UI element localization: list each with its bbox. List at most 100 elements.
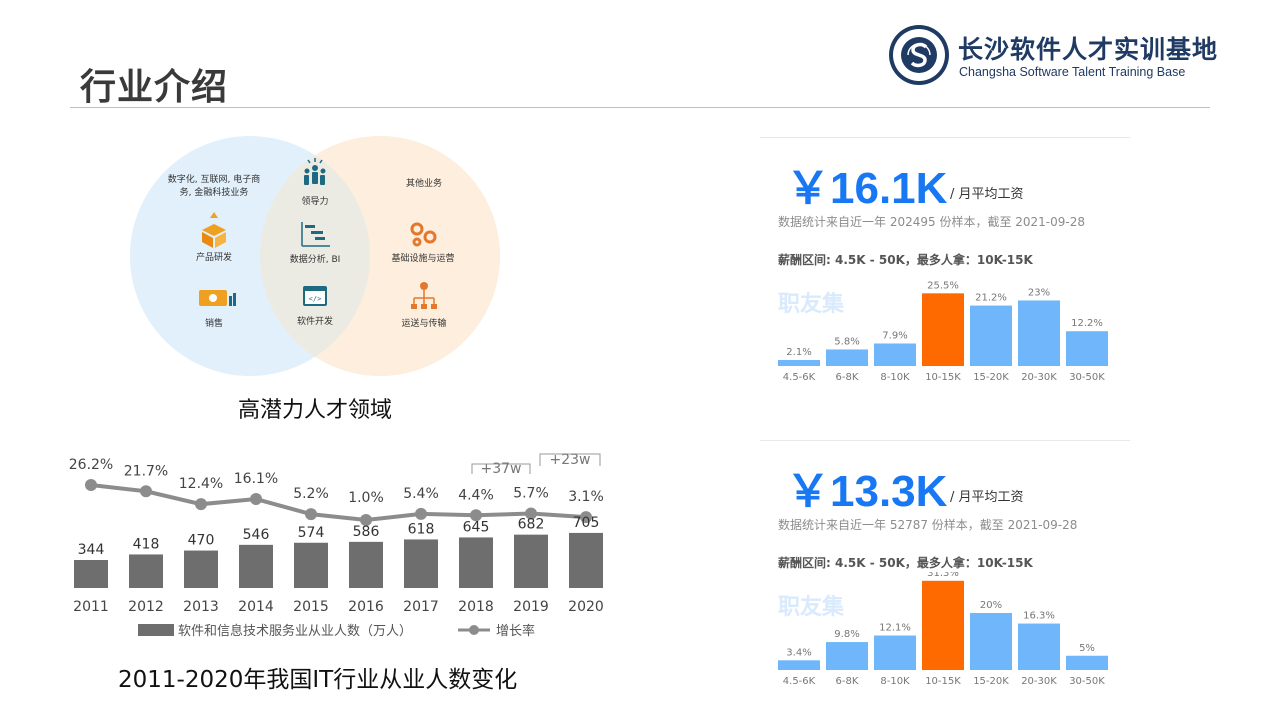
it-bar [129,554,163,588]
salary-bar-label: 5.8% [834,336,859,347]
salary-bar [874,343,916,366]
it-bar-label: 645 [463,519,490,535]
cash-icon [199,290,236,306]
it-bar [459,537,493,588]
panel-divider [760,440,1130,441]
salary-bar-label: 3.4% [786,647,811,658]
panel-divider [760,137,1130,138]
it-bar-label: 344 [78,542,105,558]
salary-bar-label: 20% [980,600,1002,611]
talent-venn-diagram: 数字化, 互联网, 电子商 务, 金融科技业务 其他业务 产品研发 销售 领导力… [130,136,500,376]
it-bar [404,539,438,588]
salary-amount: ￥13.3K [786,467,948,516]
page-title: 行业介绍 [80,67,229,108]
salary-bar-label: 31.3% [927,572,959,579]
salary-bar-label: 2.1% [786,347,811,358]
code-window-icon: </> [303,286,327,306]
salary-distribution-chart: 3.4% 4.5-6K 9.8% 6-8K 12.1% 8-10K 31.3% 10-15K 2… [778,572,1108,687]
logo-name-en: Changsha Software Talent Training Base [959,65,1186,79]
salary-range-label: 4.5-6K [783,676,816,687]
salary-bar-label: 16.3% [1023,611,1055,622]
it-growth-point [580,511,592,524]
salary-bar-label: 23% [1028,287,1050,298]
salary-range-label: 8-10K [880,372,910,383]
gantt-icon [301,222,330,247]
it-growth-point [415,507,427,520]
it-year-label: 2016 [348,599,384,615]
salary-bar [970,305,1012,366]
it-bar [349,541,383,588]
it-bar [74,560,108,588]
it-rate-label: 4.4% [458,487,494,503]
watermark: 职友集 [778,292,845,317]
venn-item-leadership: 领导力 [301,195,328,207]
legend-bar-label: 软件和信息技术服务业从业人数（万人） [178,623,412,639]
salary-bar [874,635,916,670]
salary-bar [922,580,964,670]
salary-bar [826,642,868,670]
salary-range-label: 10-15K [925,676,961,687]
salary-bar [1018,623,1060,670]
it-bar [294,542,328,588]
venn-item-data-analysis: 数据分析, BI [290,253,341,265]
legend-bar-swatch [138,624,174,636]
it-year-label: 2020 [568,599,604,615]
sample-note: 数据统计来自近一年 52787 份样本，截至 2021-09-28 [778,518,1078,532]
it-bar-label: 546 [243,527,270,543]
venn-left-title-line2: 务, 金融科技业务 [180,186,249,198]
salary-bar [970,613,1012,670]
salary-bar [778,360,820,366]
logo-emblem-icon [889,25,949,85]
it-year-label: 2018 [458,599,494,615]
box-arrows-icon [202,212,226,248]
it-growth-point [470,509,482,522]
salary-bar-label: 21.2% [975,293,1007,304]
logo-name-cn: 长沙软件人才实训基地 [958,35,1219,64]
team-icon [304,158,326,185]
it-rate-label: 26.2% [69,457,113,473]
it-growth-point [305,508,317,521]
salary-bar [1018,300,1060,366]
it-rate-label: 1.0% [348,490,384,506]
salary-bar-label: 5% [1079,643,1095,654]
annotation-37w: +37w [481,461,522,477]
watermark: 职友集 [778,595,845,620]
salary-bar [922,293,964,366]
sample-note: 数据统计来自近一年 202495 份样本，截至 2021-09-28 [778,215,1085,229]
it-rate-label: 12.4% [179,476,223,492]
salary-bar [1066,655,1108,670]
logo-emblem [888,24,950,90]
salary-range-label: 4.5-6K [783,372,816,383]
salary-range: 薪酬区间: 4.5K - 50K，最多人拿：10K-15K [778,556,1033,570]
it-year-label: 2013 [183,599,219,615]
network-icon [411,282,437,309]
salary-range-label: 30-50K [1069,372,1105,383]
it-bar-label: 705 [573,515,600,531]
it-year-label: 2011 [73,599,109,615]
it-rate-label: 3.1% [568,489,604,505]
it-rate-label: 5.7% [513,485,549,501]
it-growth-point [140,485,152,498]
salary-range: 薪酬区间: 4.5K - 50K，最多人拿：10K-15K [778,253,1033,267]
it-rate-label: 5.2% [293,486,329,502]
venn-item-infrastructure: 基础设施与运营 [391,252,454,264]
salary-bar [778,660,820,670]
salary-bar-label: 25.5% [927,280,959,291]
it-employment-chart: 344 2011 26.2% 418 2012 21.7% 470 2013 12.4% 546 2… [69,452,604,639]
venn-item-software-dev: 软件开发 [297,315,333,327]
venn-left-title-line1: 数字化, 互联网, 电子商 [168,173,260,185]
salary-bar-label: 12.1% [879,623,911,634]
it-growth-point [85,479,97,491]
salary-unit: / 月平均工资 [950,490,1024,505]
annotation-23w: +23w [550,452,591,468]
it-rate-label: 16.1% [234,471,278,487]
salary-bar-label: 12.2% [1071,318,1103,329]
it-growth-point [360,514,372,526]
it-year-label: 2012 [128,599,164,615]
it-growth-point [195,498,207,511]
it-growth-point [250,493,262,506]
it-year-label: 2015 [293,599,329,615]
header-divider [70,107,1210,108]
it-bar-label: 470 [188,533,215,549]
it-bar-label: 586 [353,524,380,540]
